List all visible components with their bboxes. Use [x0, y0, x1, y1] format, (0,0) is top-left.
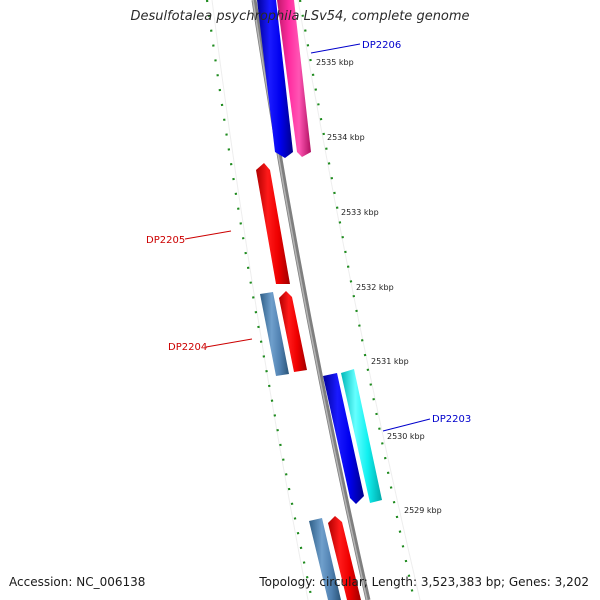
tick-label: 2535 kbp: [316, 58, 354, 67]
accession-text: Accession: NC_006138: [9, 575, 146, 589]
tick-label: 2533 kbp: [341, 208, 379, 217]
tick-label: 2532 kbp: [356, 283, 394, 292]
gene-label-dp2204[interactable]: DP2204: [168, 342, 207, 353]
map-track-outline: [211, 0, 421, 600]
gene-dp2203-blue[interactable]: [323, 373, 364, 504]
gene-red-bottom[interactable]: [328, 516, 361, 600]
genome-title: Desulfotalea psychrophila LSv54, complet…: [130, 9, 470, 24]
gene-dp2204-steel[interactable]: [260, 292, 289, 376]
gene-steel-bottom[interactable]: [309, 518, 341, 600]
dp2204-leader: [205, 338, 253, 348]
tick-label: 2534 kbp: [327, 133, 365, 142]
dp2203-leader: [382, 418, 431, 432]
dp2206-leader: [310, 43, 361, 54]
gene-dp2206-pink[interactable]: [277, 0, 311, 157]
gene-label-dp2206[interactable]: DP2206: [362, 40, 401, 51]
dp2205-leader: [184, 230, 232, 240]
gene-label-dp2203[interactable]: DP2203: [432, 414, 471, 425]
gene-dp2206-blue[interactable]: [257, 0, 293, 158]
tick-label: 2529 kbp: [404, 506, 442, 515]
genome-summary-text: Topology: circular; Length: 3,523,383 bp…: [259, 575, 589, 589]
tick-label: 2531 kbp: [371, 357, 409, 366]
gene-label-dp2205[interactable]: DP2205: [146, 235, 185, 246]
gene-dp2204-red[interactable]: [279, 291, 307, 372]
gene-dp2205[interactable]: [256, 163, 290, 284]
outer-tick-track: [298, 0, 416, 600]
tick-label: 2530 kbp: [387, 432, 425, 441]
genome-backbone-highlight: [252, 0, 368, 600]
gene-dp2203-cyan[interactable]: [341, 369, 382, 503]
